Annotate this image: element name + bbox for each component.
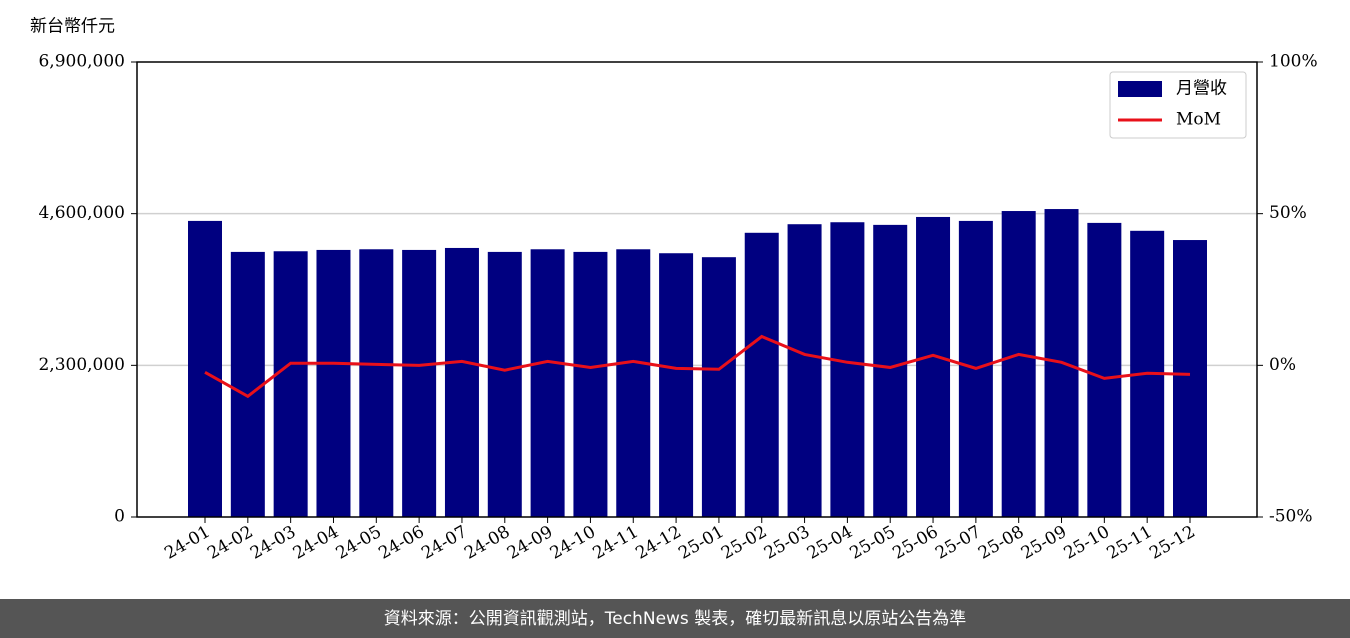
x-tick-label: 25-01 <box>675 522 727 564</box>
bar <box>701 257 736 517</box>
source-note: 資料來源：公開資訊觀測站，TechNews 製表，確切最新訊息以原站公告為準 <box>384 609 966 629</box>
x-tick-label: 25-02 <box>718 522 770 564</box>
bar <box>916 216 951 517</box>
bar <box>402 249 437 517</box>
x-tick-label: 24-11 <box>590 522 642 564</box>
x-tick-label: 25-10 <box>1061 522 1113 564</box>
x-tick-label: 25-09 <box>1018 522 1070 564</box>
bar <box>830 222 865 517</box>
x-tick-label: 25-06 <box>889 522 941 564</box>
bar <box>230 251 265 518</box>
legend-swatch <box>1118 81 1162 97</box>
bar <box>359 249 394 517</box>
bar <box>1173 240 1207 518</box>
x-tick-label: 24-04 <box>290 522 342 564</box>
x-tick-label: 25-04 <box>804 522 856 564</box>
plot-frame <box>136 61 1258 518</box>
footer-bar <box>0 599 1350 638</box>
x-tick-label: 25-03 <box>761 522 813 564</box>
bar <box>1087 222 1122 517</box>
bar <box>530 249 565 517</box>
y2-tick-label: 50% <box>1269 203 1307 223</box>
bar <box>573 251 608 518</box>
x-tick-label: 24-02 <box>204 522 256 564</box>
y-tick-label: 0 <box>114 507 125 527</box>
x-tick-label: 24-07 <box>418 522 470 564</box>
y-axis-label: 新台幣仟元 <box>30 17 115 37</box>
y-tick-label: 4,600,000 <box>38 203 125 223</box>
y2-tick-label: -50% <box>1269 507 1313 527</box>
bar <box>1001 211 1036 517</box>
bar <box>744 232 779 517</box>
x-tick-label: 24-01 <box>161 522 213 564</box>
bar <box>444 247 479 517</box>
x-tick-label: 24-06 <box>375 522 427 564</box>
x-tick-label: 24-10 <box>547 522 599 564</box>
x-tick-label: 25-07 <box>932 522 984 564</box>
bar <box>659 253 694 518</box>
bar <box>873 224 908 517</box>
bar <box>487 251 522 518</box>
legend-label: MoM <box>1176 110 1221 130</box>
x-tick-label: 24-12 <box>632 522 684 564</box>
mom-line <box>204 334 1191 399</box>
y-tick-label: 6,900,000 <box>38 52 125 72</box>
bar <box>188 220 222 517</box>
y2-tick-label: 0% <box>1269 355 1296 375</box>
bar <box>273 251 308 518</box>
bar <box>616 249 651 517</box>
x-tick-label: 24-08 <box>461 522 513 564</box>
bar <box>316 249 351 517</box>
x-tick-label: 25-08 <box>975 522 1027 564</box>
y-tick-label: 2,300,000 <box>38 355 125 375</box>
y2-tick-label: 100% <box>1269 52 1318 72</box>
bar <box>787 224 822 517</box>
x-tick-label: 24-03 <box>247 522 299 564</box>
x-tick-label: 25-05 <box>847 522 899 564</box>
x-tick-label: 24-09 <box>504 522 556 564</box>
x-tick-label: 24-05 <box>333 522 385 564</box>
x-tick-label: 25-12 <box>1146 522 1198 564</box>
legend-label: 月營收 <box>1176 79 1227 99</box>
x-tick-label: 25-11 <box>1103 522 1155 564</box>
